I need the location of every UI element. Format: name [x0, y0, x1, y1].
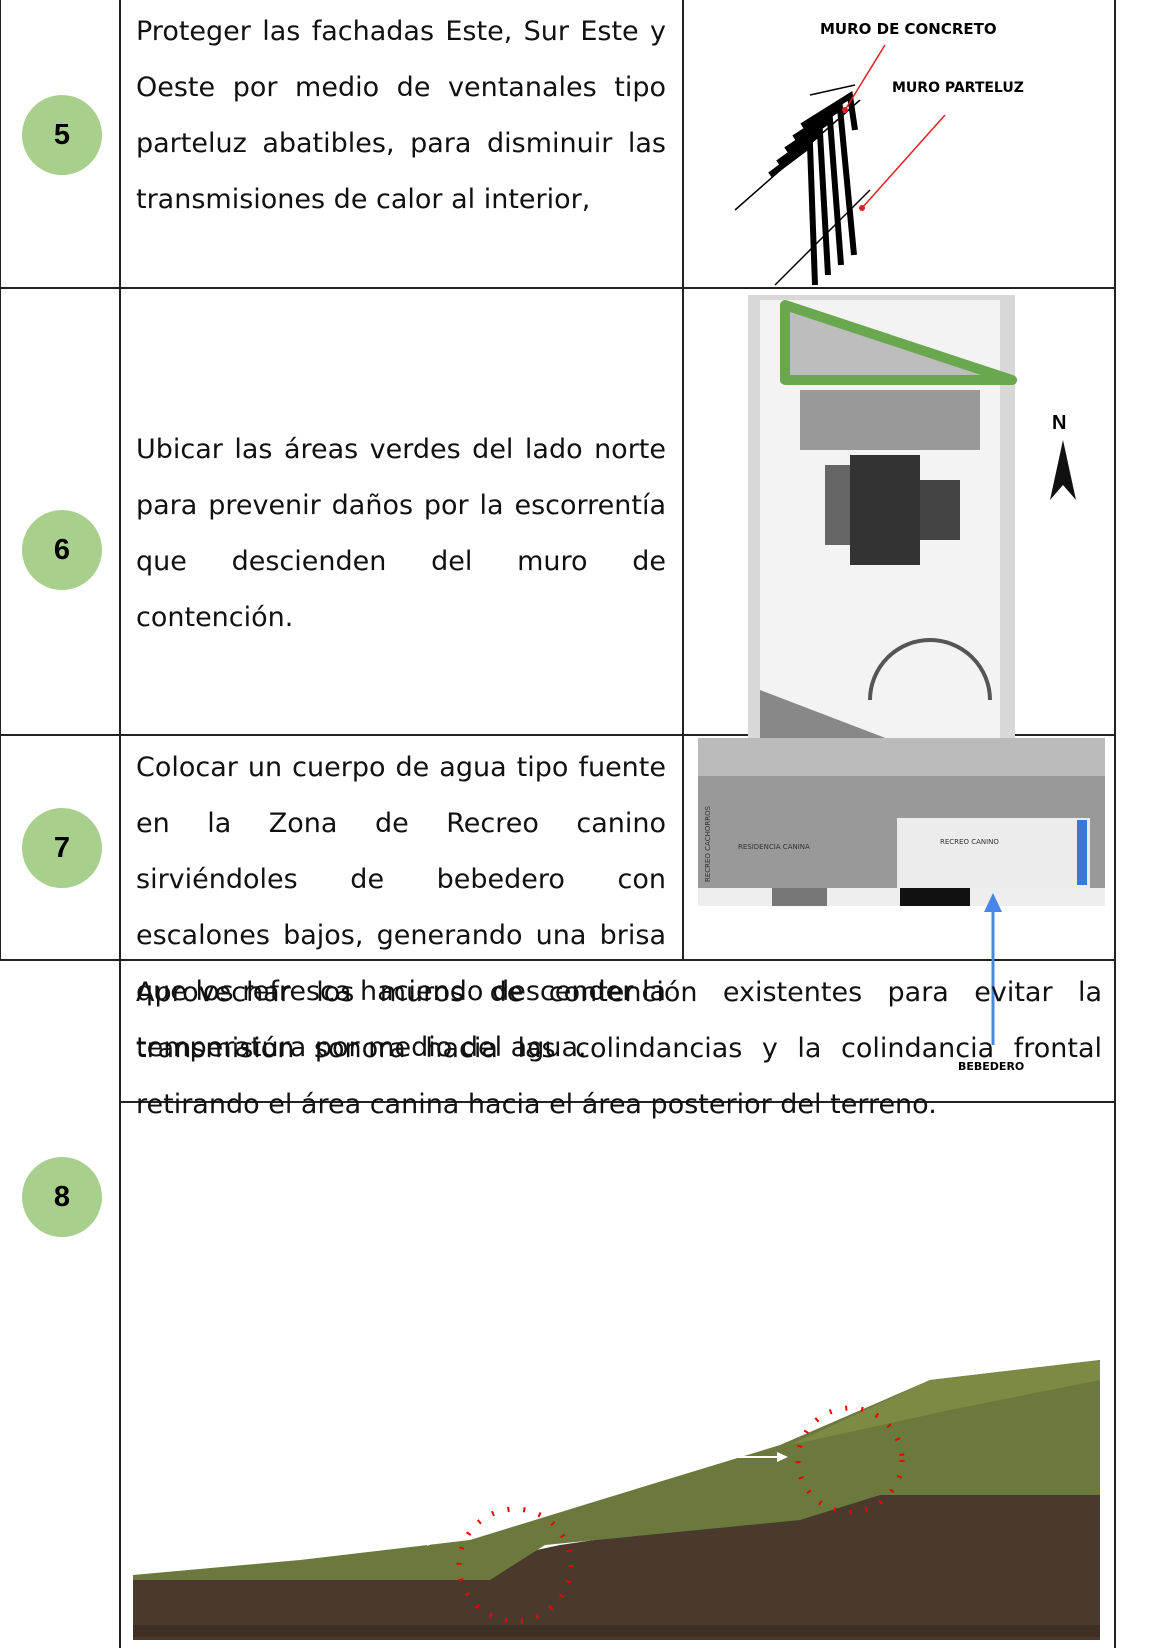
row-number: 6 — [22, 510, 102, 590]
figure-label: RESIDENCIA CANINA — [738, 843, 810, 851]
row-number: 7 — [22, 808, 102, 888]
figure-label: RECREO CANINO — [940, 838, 999, 846]
figure-label: MURO DE CONCRETO — [820, 20, 997, 38]
figure-label: BEBEDERO — [958, 1060, 1025, 1073]
figure-label: MURO PARTELUZ — [892, 80, 1024, 96]
row-number: 8 — [22, 1157, 102, 1237]
row-text: Ubicar las áreas verdes del lado norte p… — [136, 434, 666, 633]
row-number: 5 — [22, 95, 102, 175]
north-label: N — [1052, 412, 1067, 434]
row-text: Proteger las fachadas Este, Sur Este y O… — [136, 16, 666, 215]
row-text: Colocar un cuerpo de agua tipo fuente en… — [136, 752, 666, 1063]
figure-label: RECREO CACHORROS — [704, 805, 713, 883]
row-text: Aprovechar los muros de contención exist… — [136, 977, 1102, 1120]
